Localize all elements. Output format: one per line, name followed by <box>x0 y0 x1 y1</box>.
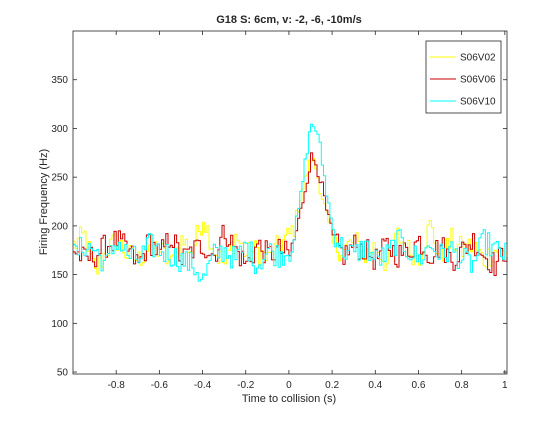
legend-label-s06v06: S06V06 <box>460 75 496 86</box>
series-line-s06v10 <box>73 123 508 282</box>
y-tick-label: 150 <box>51 270 68 281</box>
y-tick-label: 50 <box>57 368 69 379</box>
x-tick-label: -0.2 <box>237 380 255 391</box>
x-tick-label: -0.8 <box>108 380 126 391</box>
legend-label-s06v10: S06V10 <box>460 97 496 108</box>
x-tick-label: 0.2 <box>325 380 339 391</box>
chart-title: G18 S: 6cm, v: -2, -6, -10m/s <box>216 14 362 26</box>
y-tick-label: 100 <box>51 319 68 330</box>
x-tick-label: 0.6 <box>412 380 426 391</box>
x-tick-label: 0 <box>286 380 292 391</box>
ticks-layer <box>73 31 507 374</box>
legend: S06V02 S06V06 S06V10 <box>425 40 502 114</box>
x-axis-label: Time to collision (s) <box>242 393 336 405</box>
x-tick-label: 1 <box>502 380 508 391</box>
x-tick-label: -0.6 <box>151 380 169 391</box>
series-line-s06v06 <box>73 152 508 276</box>
x-tick-label: 0.8 <box>455 380 469 391</box>
axes-box <box>72 30 508 375</box>
legend-label-s06v02: S06V02 <box>460 53 496 64</box>
series-layer <box>73 123 508 282</box>
x-tick-label: -0.4 <box>194 380 212 391</box>
tick-labels-layer: -0.8 -0.6 -0.4 -0.2 0 0.2 0.4 0.6 0.8 15010015020… <box>51 75 508 391</box>
x-tick-label: 0.4 <box>368 380 382 391</box>
y-tick-label: 350 <box>51 75 68 86</box>
y-tick-label: 250 <box>51 173 68 184</box>
y-tick-label: 300 <box>51 124 68 135</box>
y-axis-label: Firing Frequency (Hz) <box>38 149 50 255</box>
y-tick-label: 200 <box>51 221 68 232</box>
legend-items: S06V02 S06V06 S06V10 <box>430 53 496 108</box>
